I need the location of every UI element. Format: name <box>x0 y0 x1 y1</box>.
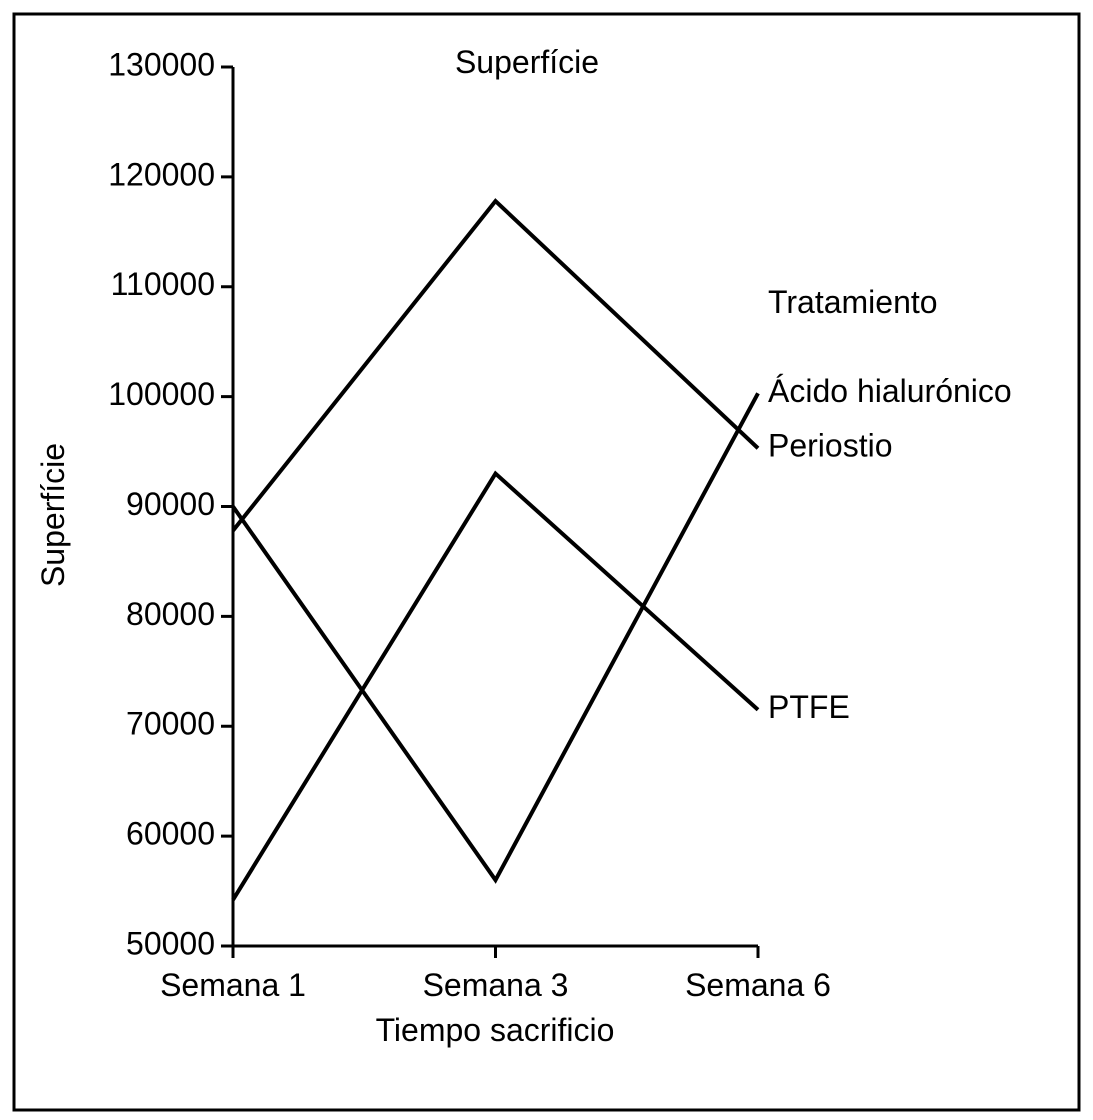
y-tick-label: 120000 <box>108 156 215 192</box>
series-group: Ácido hialurónico Periostio PTFE <box>231 198 1012 901</box>
y-axis: 50000 60000 70000 80000 90000 100000 110000 120… <box>108 46 235 961</box>
y-tick-label: 70000 <box>126 706 215 742</box>
y-axis-label: Superfície <box>35 443 71 587</box>
x-axis-label: Tiempo sacrificio <box>376 1012 615 1048</box>
y-tick-label: 90000 <box>126 486 215 522</box>
chart-frame <box>12 12 1081 1112</box>
legend-title: Tratamiento <box>768 284 938 320</box>
x-axis: Semana 1 Semana 3 Semana 6 <box>160 944 831 1003</box>
series-label: Ácido hialurónico <box>768 373 1012 409</box>
y-tick-label: 100000 <box>108 376 215 412</box>
chart-title: Superfície <box>455 44 599 80</box>
x-tick-label: Semana 6 <box>685 967 831 1003</box>
y-tick-label: 130000 <box>108 46 215 82</box>
series-line <box>231 198 760 532</box>
series-label: PTFE <box>768 689 850 725</box>
x-tick-label: Semana 3 <box>423 967 569 1003</box>
y-tick-label: 60000 <box>126 816 215 852</box>
y-tick-label: 110000 <box>111 266 215 302</box>
x-tick-label: Semana 1 <box>160 967 306 1003</box>
y-tick-label: 50000 <box>126 925 215 961</box>
y-tick-label: 80000 <box>126 596 215 632</box>
series-label: Periostio <box>768 428 893 464</box>
